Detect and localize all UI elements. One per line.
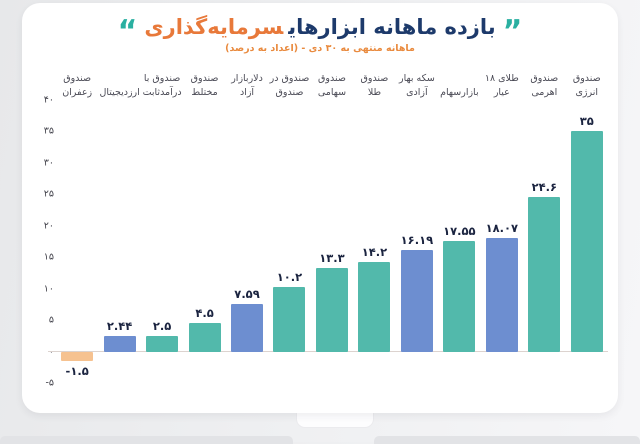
y-axis-tick: ۲۵ [43, 188, 54, 200]
category-label: صندوق زعفران [62, 73, 93, 99]
bar-value-label: ۱۷.۵۵ [443, 224, 476, 239]
bar [528, 196, 561, 352]
y-axis-tick: ۳۰ [43, 157, 54, 169]
background-card-edge-right [374, 436, 640, 444]
chart-header: ”بازده ماهانه ابزارهایسرمایه‌گذاری“ ماها… [22, 3, 618, 54]
category-label: صندوق سهامی [317, 73, 347, 99]
bar-value-label: ۲.۴۴ [106, 319, 133, 334]
category-label: ارزدیجیتال [99, 87, 140, 99]
bar-value-label: ۱۳.۳ [319, 250, 345, 265]
category-label: دلاربازار آزاد [231, 73, 263, 99]
bar [146, 335, 179, 352]
category-label: صندوق طلا [360, 73, 389, 99]
bar-value-label: ۱۰.۲ [276, 270, 303, 285]
y-axis-tick: ۱۵ [43, 251, 54, 263]
y-axis-tick: ۱۰ [43, 283, 54, 295]
category-label: بازارسهام [440, 87, 479, 99]
bar-value-label: ۲۴.۶ [531, 179, 558, 194]
bar [570, 131, 603, 352]
bar [188, 323, 221, 352]
chart-card: ”بازده ماهانه ابزارهایسرمایه‌گذاری“ ماها… [22, 3, 618, 413]
bar-column: صندوق انرژی ۳۵ [566, 60, 608, 383]
bar-column: صندوق زعفران -۱.۵ [56, 60, 98, 383]
category-label: طلای ۱۸ عیار [484, 73, 519, 99]
category-label: صندوق انرژی [572, 73, 601, 99]
chart-title-main: بازده ماهانه ابزارهای [288, 15, 496, 39]
y-axis-tick: ۲۰ [43, 220, 54, 232]
y-axis-tick: ۴۰ [43, 94, 54, 106]
bar-column: صندوق با درآمدثابت ۲.۵ [141, 60, 183, 383]
bar-value-label: -۱.۵ [65, 364, 89, 378]
bar-value-label: ۴.۵ [195, 306, 214, 321]
bar-column: ارزدیجیتال ۲.۴۴ [98, 60, 140, 383]
bar [273, 287, 306, 352]
bar-column: صندوق مختلط ۴.۵ [183, 60, 225, 383]
bar [315, 267, 348, 352]
category-label: سکه بهار آزادی [398, 73, 435, 99]
bar-value-label: ۱۸.۰۷ [485, 220, 519, 235]
bar [400, 249, 433, 352]
bars-area: صندوق انرژی ۳۵ صندوق اهرمی ۲۴.۶ طلای ۱۸ عیار ۱۸.… [48, 60, 608, 383]
bar [103, 336, 136, 352]
bar-column: صندوق سهامی ۱۳.۳ [311, 60, 353, 383]
bar-value-label: ۱۶.۱۹ [400, 232, 434, 247]
bar [485, 237, 518, 352]
y-axis-tick: ۳۵ [43, 125, 54, 137]
bar-value-label: ۳۵ [579, 114, 594, 129]
bar-value-label: ۷.۵۹ [234, 286, 260, 301]
bar [358, 262, 391, 352]
background-card-edge-left [0, 436, 293, 444]
y-axis-tick: ۵ [48, 314, 54, 326]
category-label: صندوق در صندوق [269, 73, 310, 99]
bar-value-label: ۲.۵ [152, 318, 172, 333]
bar-column: صندوق طلا ۱۴.۲ [353, 60, 395, 383]
bar-chart: ۴۰۳۵۳۰۲۵۲۰۱۵۱۰۵۰-۵ صندوقانرژی۳۵صندوقاهرم… [22, 54, 618, 389]
chart-subtitle: ماهانه منتهی به ۳۰ دی - (اعداد به درصد) [225, 43, 415, 54]
quote-close-icon: “ [117, 14, 138, 49]
chart-title-accent: سرمایه‌گذاری [144, 15, 284, 39]
y-axis-tick: -۵ [45, 377, 54, 389]
bar [443, 241, 476, 352]
chart-title: ”بازده ماهانه ابزارهایسرمایه‌گذاری“ [22, 12, 618, 47]
category-label: صندوق مختلط [190, 73, 219, 99]
bar-column: صندوق اهرمی ۲۴.۶ [523, 60, 565, 383]
bar-column: طلای ۱۸ عیار ۱۸.۰۷ [481, 60, 523, 383]
bar-column: صندوق در صندوق ۱۰.۲ [268, 60, 310, 383]
bar-column: بازارسهام ۱۷.۵۵ [438, 60, 480, 383]
bar-value-label: ۱۴.۲ [361, 245, 388, 260]
bar-column: دلاربازار آزاد ۷.۵۹ [226, 60, 268, 383]
bar [61, 351, 94, 361]
bar-column: سکه بهار آزادی ۱۶.۱۹ [396, 60, 438, 383]
y-axis: ۴۰۳۵۳۰۲۵۲۰۱۵۱۰۵۰-۵ [28, 95, 56, 389]
quote-open-icon: ” [502, 14, 523, 49]
bar [231, 303, 264, 352]
category-label: صندوق اهرمی [530, 73, 559, 99]
category-label: صندوق با درآمدثابت [142, 73, 182, 99]
